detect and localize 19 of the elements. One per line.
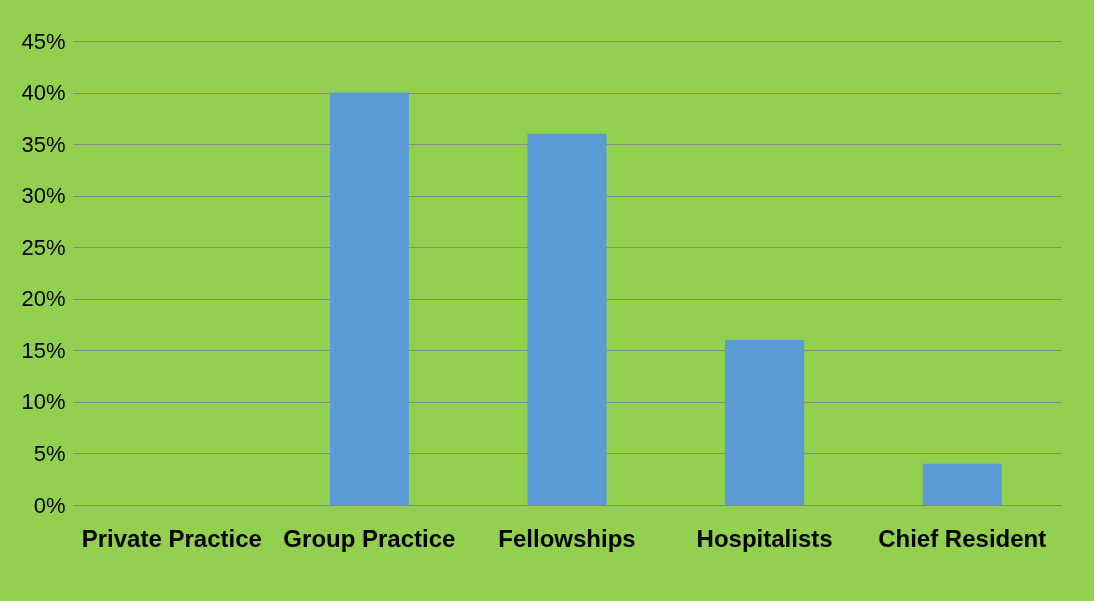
y-tick-label: 10% <box>21 389 66 415</box>
y-tick-label: 45% <box>21 28 66 54</box>
y-tick-label: 5% <box>33 440 66 466</box>
y-tick-label: 35% <box>21 131 66 157</box>
y-tick-label: 0% <box>33 492 66 518</box>
bar <box>725 340 805 505</box>
x-tick-label: Chief Resident <box>878 524 1047 552</box>
x-tick-label: Group Practice <box>283 524 456 552</box>
x-tick-label: Hospitalists <box>696 524 833 552</box>
y-tick-label: 40% <box>21 80 66 106</box>
y-tick-label: 20% <box>21 286 66 312</box>
bar <box>922 463 1002 505</box>
y-tick-label: 15% <box>21 337 66 363</box>
y-tick-label: 30% <box>21 183 66 209</box>
bar <box>329 92 409 505</box>
y-tick-label: 25% <box>21 234 66 260</box>
bar <box>527 133 607 505</box>
x-tick-label: Private Practice <box>81 524 262 552</box>
x-tick-label: Fellowships <box>498 524 636 552</box>
